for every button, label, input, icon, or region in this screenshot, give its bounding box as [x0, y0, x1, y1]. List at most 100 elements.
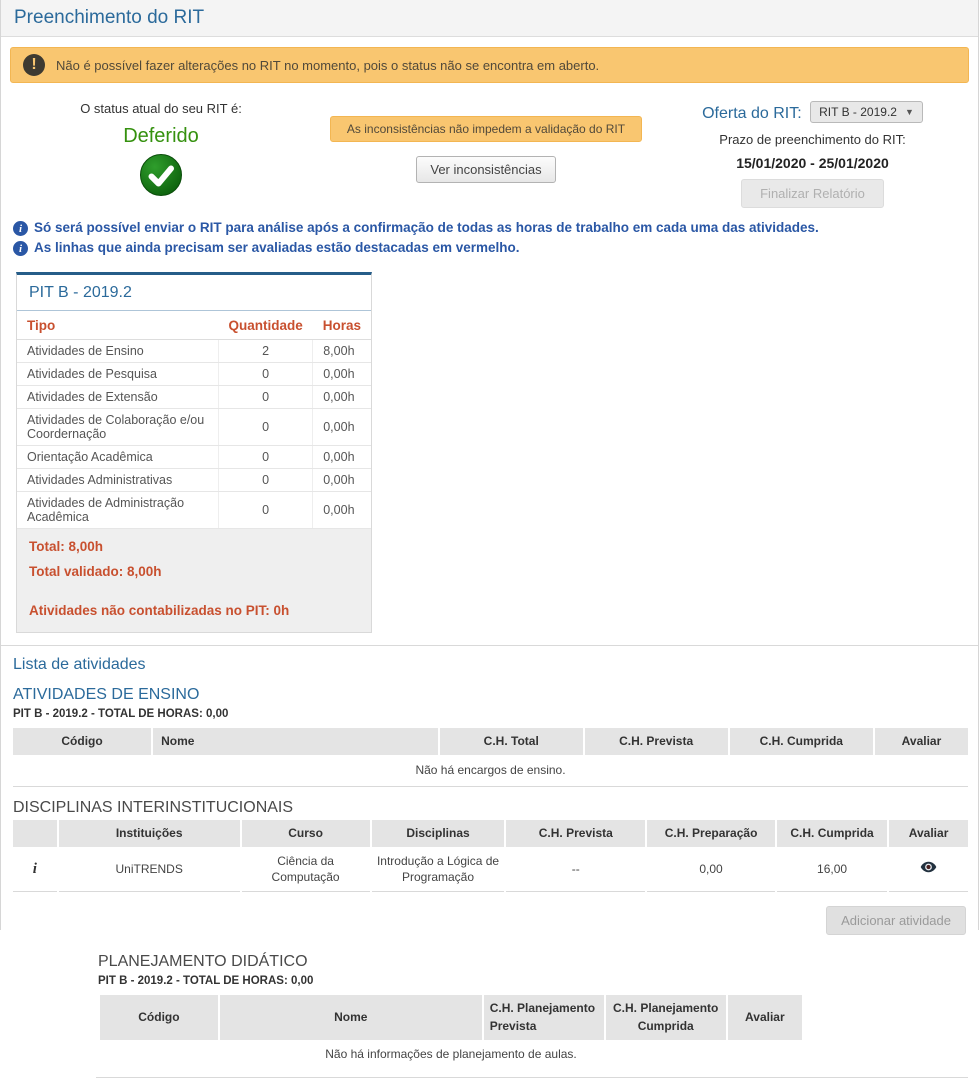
info-note-2: i As linhas que ainda precisam ser avali…	[13, 240, 966, 256]
cell-quantidade: 0	[217, 362, 313, 386]
cell-tipo: Atividades de Extensão	[17, 385, 219, 409]
section-title-planejamento: PLANEJAMENTO DIDÁTICO	[98, 953, 308, 971]
offer-block: Oferta do RIT: RIT B - 2019.2 ▼ Prazo de…	[661, 101, 968, 208]
view-inconsistencies-button[interactable]: Ver inconsistências	[416, 156, 556, 183]
deadline-label: Prazo de preenchimento do RIT:	[719, 132, 906, 147]
warning-text: Não é possível fazer alterações no RIT n…	[56, 57, 600, 73]
column-header-ch-plan-cumprida: C.H. Planejamento Cumprida	[605, 995, 726, 1040]
cell-horas: 0,00h	[312, 491, 371, 529]
inconsistencies-block: As inconsistências não impedem a validaç…	[311, 101, 661, 208]
info-note-1: i Só será possível enviar o RIT para aná…	[13, 220, 966, 236]
status-section: O status atual do seu RIT é: Deferido As…	[1, 89, 978, 210]
cell-tipo: Atividades de Ensino	[17, 339, 219, 363]
warning-banner: ! Não é possível fazer alterações no RIT…	[10, 47, 969, 83]
cell-horas: 0,00h	[312, 468, 371, 492]
ensino-table: Código Nome C.H. Total C.H. Prevista C.H…	[11, 728, 970, 787]
table-row: Atividades de Colaboração e/ou Coorderna…	[17, 408, 371, 446]
empty-row: Não há encargos de ensino.	[13, 755, 968, 787]
deadline-value: 15/01/2020 - 25/01/2020	[736, 155, 889, 171]
planejamento-section: PLANEJAMENTO DIDÁTICO PIT B - 2019.2 - T…	[96, 941, 968, 1078]
info-note-text: As linhas que ainda precisam ser avaliad…	[34, 240, 520, 255]
cell-ch-preparacao: 0,00	[647, 847, 775, 893]
column-header-ch-cumprida: C.H. Cumprida	[776, 819, 888, 847]
column-header-ch-total: C.H. Total	[439, 728, 583, 755]
cell-horas: 0,00h	[312, 408, 371, 446]
status-approved-check-icon	[11, 153, 311, 200]
pit-total: Total: 8,00h	[29, 539, 104, 554]
cell-horas: 8,00h	[312, 339, 371, 363]
cell-ch-prevista: --	[506, 847, 646, 893]
column-header-avaliar: Avaliar	[874, 728, 968, 755]
pit-summary-footer: Total: 8,00h Total validado: 8,00h Ativi…	[17, 529, 371, 632]
page-title: Preenchimento do RIT	[14, 7, 205, 28]
table-row: Atividades de Extensão 0 0,00h	[17, 385, 371, 409]
info-notes: i Só será possível enviar o RIT para aná…	[1, 210, 978, 262]
column-header-horas: Horas	[312, 311, 371, 340]
cell-tipo: Atividades de Administração Acadêmica	[17, 491, 219, 529]
section-title-ensino: ATIVIDADES DE ENSINO	[13, 686, 200, 703]
status-block: O status atual do seu RIT é: Deferido	[11, 101, 311, 208]
table-row: Atividades de Pesquisa 0 0,00h	[17, 362, 371, 386]
cell-tipo: Atividades Administrativas	[17, 468, 219, 492]
info-note-text: Só será possível enviar o RIT para análi…	[34, 220, 819, 235]
column-header-ch-preparacao: C.H. Preparação	[647, 819, 775, 847]
cell-tipo: Orientação Acadêmica	[17, 445, 219, 469]
empty-row: Não há informações de planejamento de au…	[100, 1040, 802, 1063]
column-header-ch-prevista: C.H. Prevista	[584, 728, 728, 755]
offer-select[interactable]: RIT B - 2019.2 ▼	[810, 101, 923, 123]
cell-tipo: Atividades de Pesquisa	[17, 362, 219, 386]
column-header-ch-plan-prevista: C.H. Planejamento Prevista	[483, 995, 604, 1040]
row-info-icon[interactable]: i	[32, 860, 37, 877]
offer-label: Oferta do RIT:	[702, 105, 802, 122]
cell-horas: 0,00h	[312, 445, 371, 469]
cell-horas: 0,00h	[312, 385, 371, 409]
cell-ch-cumprida: 16,00	[776, 847, 888, 893]
pit-summary-table: Tipo Quantidade Horas Atividades de Ensi…	[17, 311, 371, 529]
column-header-nome: Nome	[219, 995, 482, 1040]
planejamento-subtitle: PIT B - 2019.2 - TOTAL DE HORAS: 0,00	[98, 975, 314, 988]
ensino-empty-message: Não há encargos de ensino.	[13, 755, 968, 787]
finalize-report-button[interactable]: Finalizar Relatório	[741, 179, 884, 208]
status-label: O status atual do seu RIT é:	[80, 101, 242, 116]
ensino-subtitle: PIT B - 2019.2 - TOTAL DE HORAS: 0,00	[13, 708, 229, 720]
activities-list-title: Lista de atividades	[13, 656, 146, 673]
info-icon: i	[13, 221, 28, 236]
table-row: Atividades Administrativas 0 0,00h	[17, 468, 371, 492]
column-header-curso: Curso	[241, 819, 370, 847]
table-row: i UniTRENDS Ciência da Computação Introd…	[13, 847, 968, 893]
pit-summary-panel: PIT B - 2019.2 Tipo Quantidade Horas Ati…	[16, 272, 372, 633]
chevron-down-icon: ▼	[904, 107, 914, 117]
add-activity-bar: Adicionar atividade	[13, 906, 966, 936]
section-title-interinstitucionais: DISCIPLINAS INTERINSTITUCIONAIS	[13, 798, 294, 816]
cell-tipo: Atividades de Colaboração e/ou Coorderna…	[17, 408, 219, 446]
column-header-disciplinas: Disciplinas	[371, 819, 505, 847]
section-divider	[1, 645, 978, 646]
column-header-codigo: Código	[13, 728, 152, 755]
eye-icon[interactable]	[920, 861, 937, 873]
cell-instituicao: UniTRENDS	[58, 847, 240, 893]
column-header-avaliar: Avaliar	[727, 995, 802, 1040]
column-header-codigo: Código	[100, 995, 218, 1040]
pit-not-counted: Atividades não contabilizadas no PIT: 0h	[29, 603, 290, 618]
cell-quantidade: 0	[217, 408, 313, 446]
status-value: Deferido	[123, 125, 199, 147]
cell-quantidade: 0	[217, 385, 313, 409]
column-header-nome: Nome	[153, 728, 438, 755]
column-header-avaliar: Avaliar	[889, 819, 968, 847]
info-icon: i	[13, 241, 28, 256]
inconsistencies-note: As inconsistências não impedem a validaç…	[329, 116, 643, 142]
pit-total-validated: Total validado: 8,00h	[29, 564, 162, 579]
cell-curso: Ciência da Computação	[241, 847, 370, 893]
add-activity-button[interactable]: Adicionar atividade	[826, 906, 966, 936]
cell-disciplina: Introdução a Lógica de Programação	[371, 847, 505, 893]
table-row: Atividades de Administração Acadêmica 0 …	[17, 491, 371, 529]
offer-selected-option: RIT B - 2019.2	[819, 105, 897, 119]
planejamento-empty-message: Não há informações de planejamento de au…	[325, 1046, 577, 1061]
column-header-ch-prevista: C.H. Prevista	[506, 819, 646, 847]
column-header-quantidade: Quantidade	[218, 311, 313, 340]
table-row: Atividades de Ensino 2 8,00h	[17, 339, 371, 363]
cell-quantidade: 0	[217, 491, 313, 529]
cell-quantidade: 0	[217, 468, 313, 492]
column-header-instituicoes: Instituições	[58, 819, 240, 847]
exclamation-icon: !	[23, 54, 45, 76]
